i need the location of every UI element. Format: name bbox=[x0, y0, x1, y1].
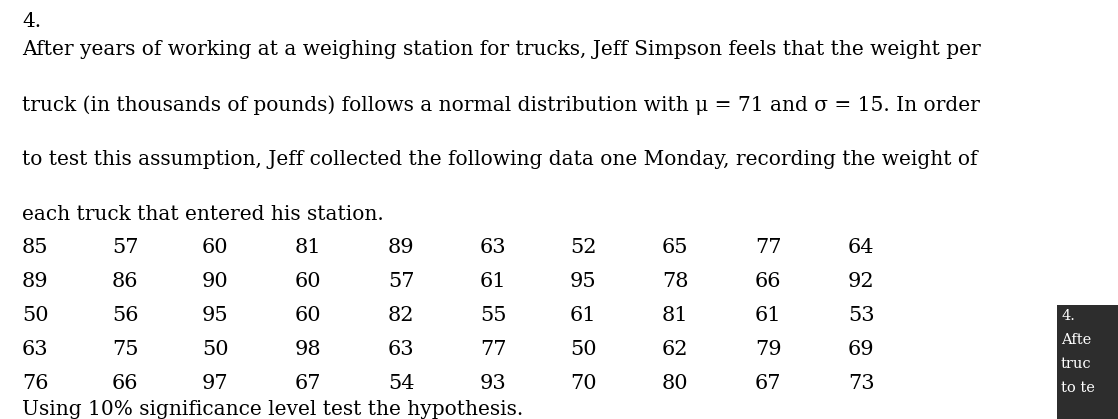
Text: to test this assumption, Jeff collected the following data one Monday, recording: to test this assumption, Jeff collected … bbox=[22, 150, 977, 169]
Text: 52: 52 bbox=[570, 238, 597, 257]
Text: 56: 56 bbox=[112, 306, 139, 325]
Text: 89: 89 bbox=[22, 272, 48, 291]
Text: 4.: 4. bbox=[1061, 309, 1074, 323]
Text: 61: 61 bbox=[570, 306, 597, 325]
Text: 60: 60 bbox=[295, 306, 322, 325]
Bar bbox=[1057, 305, 1118, 419]
Text: 89: 89 bbox=[388, 238, 415, 257]
Text: 70: 70 bbox=[570, 374, 597, 393]
Text: 57: 57 bbox=[112, 238, 139, 257]
Text: 93: 93 bbox=[480, 374, 506, 393]
Text: 4.: 4. bbox=[22, 12, 41, 31]
Text: 98: 98 bbox=[295, 340, 322, 359]
Text: 76: 76 bbox=[22, 374, 48, 393]
Text: 60: 60 bbox=[202, 238, 228, 257]
Text: truck (in thousands of pounds) follows a normal distribution with μ = 71 and σ =: truck (in thousands of pounds) follows a… bbox=[22, 95, 979, 115]
Text: 75: 75 bbox=[112, 340, 139, 359]
Text: 63: 63 bbox=[388, 340, 415, 359]
Text: 54: 54 bbox=[388, 374, 415, 393]
Text: Using 10% significance level test the hypothesis.: Using 10% significance level test the hy… bbox=[22, 400, 523, 419]
Text: 69: 69 bbox=[847, 340, 874, 359]
Text: 65: 65 bbox=[662, 238, 689, 257]
Text: 95: 95 bbox=[202, 306, 228, 325]
Text: 50: 50 bbox=[570, 340, 597, 359]
Text: 78: 78 bbox=[662, 272, 689, 291]
Text: 90: 90 bbox=[202, 272, 229, 291]
Text: to te: to te bbox=[1061, 381, 1095, 395]
Text: 64: 64 bbox=[847, 238, 874, 257]
Text: 61: 61 bbox=[480, 272, 506, 291]
Text: 77: 77 bbox=[480, 340, 506, 359]
Text: 79: 79 bbox=[755, 340, 781, 359]
Text: 82: 82 bbox=[388, 306, 415, 325]
Text: 53: 53 bbox=[847, 306, 874, 325]
Text: 50: 50 bbox=[202, 340, 228, 359]
Text: 80: 80 bbox=[662, 374, 689, 393]
Text: 97: 97 bbox=[202, 374, 228, 393]
Text: 81: 81 bbox=[295, 238, 322, 257]
Text: 63: 63 bbox=[22, 340, 48, 359]
Text: 66: 66 bbox=[755, 272, 781, 291]
Text: 86: 86 bbox=[112, 272, 139, 291]
Text: each truck that entered his station.: each truck that entered his station. bbox=[22, 205, 383, 224]
Text: 85: 85 bbox=[22, 238, 48, 257]
Text: 77: 77 bbox=[755, 238, 781, 257]
Text: 62: 62 bbox=[662, 340, 689, 359]
Text: 95: 95 bbox=[570, 272, 597, 291]
Text: 92: 92 bbox=[847, 272, 874, 291]
Text: 50: 50 bbox=[22, 306, 48, 325]
Text: 55: 55 bbox=[480, 306, 506, 325]
Text: 67: 67 bbox=[755, 374, 781, 393]
Text: 63: 63 bbox=[480, 238, 506, 257]
Text: Afte: Afte bbox=[1061, 333, 1091, 347]
Text: 57: 57 bbox=[388, 272, 415, 291]
Text: 60: 60 bbox=[295, 272, 322, 291]
Text: 66: 66 bbox=[112, 374, 139, 393]
Text: 61: 61 bbox=[755, 306, 781, 325]
Text: truc: truc bbox=[1061, 357, 1091, 371]
Text: 67: 67 bbox=[295, 374, 322, 393]
Text: After years of working at a weighing station for trucks, Jeff Simpson feels that: After years of working at a weighing sta… bbox=[22, 40, 980, 59]
Text: 73: 73 bbox=[847, 374, 874, 393]
Text: 81: 81 bbox=[662, 306, 689, 325]
